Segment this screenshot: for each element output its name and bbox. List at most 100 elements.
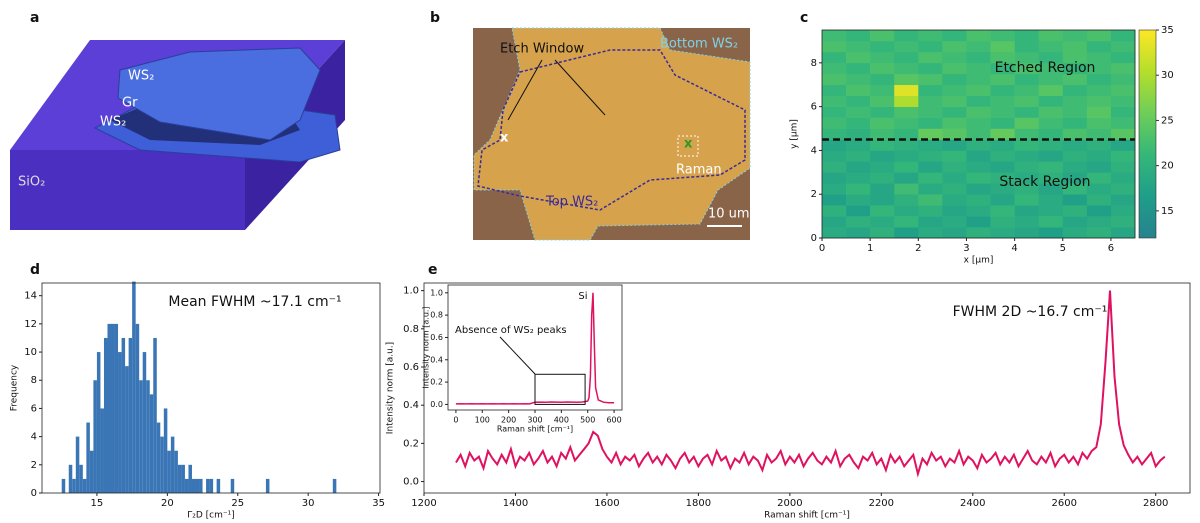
heatmap-cell — [918, 150, 943, 162]
heatmap-cell — [894, 139, 919, 151]
heatmap-cell — [918, 227, 943, 239]
heatmap-cell — [1062, 95, 1088, 107]
label: Etch Window — [500, 42, 584, 57]
bar — [93, 380, 97, 493]
arrow — [499, 336, 536, 375]
heatmap-cell — [1086, 172, 1112, 184]
heatmap-cell — [942, 128, 967, 140]
heatmap-cell — [894, 84, 919, 96]
heatmap-cell — [870, 194, 895, 206]
axes-frame — [41, 282, 381, 494]
heatmap-cell — [822, 128, 847, 140]
heatmap-cell — [822, 73, 847, 86]
raman-box — [677, 135, 699, 157]
x-tick-label: 500 — [580, 416, 595, 425]
y-tick-label: 8 — [31, 375, 37, 386]
bar — [188, 464, 192, 493]
heatmap-cell — [870, 139, 895, 151]
heatmap-cell — [1014, 227, 1039, 239]
heatmap-cell — [918, 172, 943, 184]
heatmap-cell — [990, 30, 1015, 42]
bar — [181, 464, 185, 493]
y-tick-label: 0.4 — [403, 400, 419, 411]
arrow — [507, 59, 543, 121]
bar — [86, 422, 90, 493]
x-tick-label: 15 — [91, 498, 104, 509]
heatmap-cell — [966, 183, 991, 195]
heatmap-cell — [894, 62, 919, 75]
y-tick-label: 0.0 — [403, 477, 419, 488]
x-axis-label: Raman shift [cm⁻¹] — [764, 511, 850, 520]
x-tick-label: 2400 — [960, 498, 985, 509]
heatmap-cell — [1062, 161, 1088, 173]
heatmap-cell — [1110, 216, 1136, 228]
bar — [230, 478, 235, 493]
bar — [191, 478, 196, 493]
heatmap-cell — [846, 40, 871, 53]
label: WS₂ — [100, 115, 126, 130]
heatmap-cell — [966, 161, 991, 173]
heatmap-cell — [1014, 205, 1039, 217]
annotation: FWHM 2D ~16.7 cm⁻¹ — [953, 304, 1108, 320]
heatmap-cell — [894, 205, 919, 217]
label: Top WS₂ — [545, 195, 598, 210]
y-tick-label: 0.0 — [430, 400, 443, 409]
heatmap-cell — [1014, 161, 1039, 173]
heatmap-cell — [1086, 128, 1112, 140]
bar — [132, 281, 136, 493]
y-tick-label: 0.8 — [403, 324, 419, 335]
label: SiO₂ — [18, 175, 45, 190]
heatmap-cell — [846, 95, 871, 107]
y-tick-label: 0.6 — [403, 362, 419, 373]
heatmap-cell — [846, 62, 871, 75]
panel-label: e — [428, 262, 438, 278]
heatmap-cell — [990, 117, 1015, 129]
heatmap-cell — [870, 84, 895, 96]
heatmap-cell — [918, 128, 943, 140]
bottom-flake — [473, 27, 751, 241]
heatmap-cell — [990, 227, 1015, 239]
heatmap-cell — [1062, 216, 1088, 228]
x-axis-label: Γ₂D [cm⁻¹] — [187, 511, 235, 520]
heatmap-cell — [1038, 40, 1064, 53]
y-axis-label: y [μm] — [790, 119, 800, 149]
heatmap-cell — [918, 106, 943, 118]
heatmap-cell — [1014, 106, 1039, 118]
heatmap-cell — [1086, 161, 1112, 173]
y-axis-label: Intensity norm [a.u.] — [422, 306, 431, 388]
heatmap-cell — [942, 117, 967, 129]
heatmap-cell — [918, 183, 943, 195]
heatmap-cell — [942, 150, 967, 162]
heatmap-cell — [1110, 205, 1136, 217]
label: Gr — [122, 96, 138, 111]
bar — [163, 408, 168, 493]
heatmap-cell — [990, 51, 1015, 64]
heatmap-cell — [1086, 183, 1112, 195]
bar — [174, 450, 178, 493]
x-tick-label: 6 — [1108, 243, 1114, 254]
y-tick-label: 6 — [31, 403, 37, 414]
heatmap-cell — [966, 128, 991, 140]
heatmap-cell — [966, 216, 991, 228]
label: WS₂ — [128, 69, 154, 84]
heatmap-cell — [894, 117, 919, 129]
x-tick-label: 5 — [1060, 243, 1066, 254]
heatmap-cell — [822, 95, 847, 107]
bar — [68, 464, 73, 493]
y-tick-label: 0.2 — [403, 438, 419, 449]
heatmap-cell — [822, 62, 847, 75]
y-tick-label: 0.6 — [430, 333, 443, 342]
heatmap-cell — [1086, 205, 1112, 217]
label: Raman — [676, 163, 722, 178]
heatmap-cell — [846, 216, 871, 228]
heatmap-cell — [870, 30, 895, 42]
bar — [89, 450, 94, 493]
x-tick-label: 2200 — [869, 498, 894, 509]
arrow — [554, 59, 606, 116]
heatmap-cell — [1038, 172, 1064, 184]
heatmap-cell — [1062, 128, 1088, 140]
panel-labels: a b c d e — [30, 10, 808, 278]
y-tick-label: 14 — [24, 291, 37, 302]
heatmap-cell — [1038, 73, 1064, 86]
heatmap-cell — [846, 106, 871, 118]
